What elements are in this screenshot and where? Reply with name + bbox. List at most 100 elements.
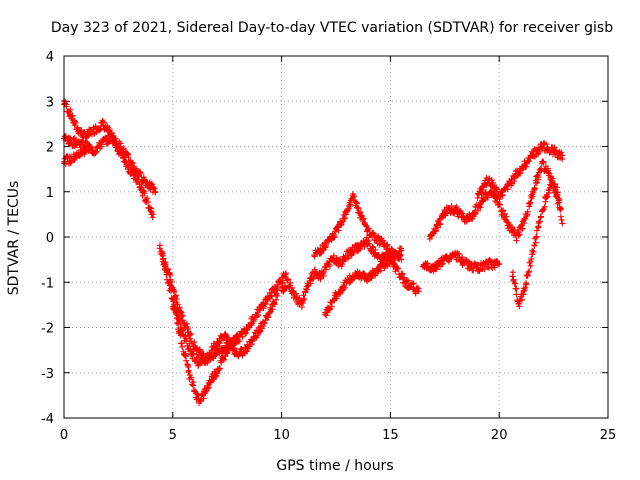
- late-upper-point: [496, 196, 503, 203]
- descent-a-point: [185, 363, 192, 370]
- x-tick-label: 5: [169, 428, 177, 443]
- late-upper-point: [511, 174, 518, 181]
- early-mid-point: [124, 150, 131, 157]
- descent-c-point: [269, 306, 276, 313]
- mid-upper-point: [353, 199, 360, 206]
- early-mid-point: [87, 143, 94, 150]
- late-dip-point: [533, 234, 540, 241]
- late-upper-point: [475, 191, 482, 198]
- descent-b-point: [267, 292, 274, 299]
- late-low-point: [438, 261, 445, 268]
- y-tick-label: 0: [46, 231, 54, 246]
- late-upper-point: [543, 141, 550, 148]
- descent-c-point: [186, 340, 193, 347]
- descent-a-point: [190, 382, 197, 389]
- late-low-point: [439, 260, 446, 267]
- early-arc-point: [106, 126, 113, 133]
- mid-rise-point: [289, 284, 296, 291]
- descent-c-point: [174, 312, 181, 319]
- mid-rise-point: [395, 265, 402, 272]
- descent-a-point: [216, 365, 223, 372]
- late-upper-point: [559, 152, 566, 159]
- descent-c-point: [179, 327, 186, 334]
- late-arc-point: [530, 189, 537, 196]
- descent-a-point: [188, 374, 195, 381]
- mid-upper-point: [384, 242, 391, 249]
- x-tick-label: 10: [273, 428, 290, 443]
- mid-upper-point: [322, 242, 329, 249]
- x-tick-label: 15: [382, 428, 399, 443]
- mid-rise-point: [366, 240, 373, 247]
- early-arc-point: [140, 187, 147, 194]
- late-arc-point: [524, 208, 531, 215]
- descent-c-point: [214, 343, 221, 350]
- late-upper-point: [507, 179, 514, 186]
- early-arc-point: [149, 214, 156, 221]
- descent-a-point: [185, 367, 192, 374]
- mid-rise-point: [412, 290, 419, 297]
- descent-c-point: [261, 320, 268, 327]
- late-dip-point: [533, 227, 540, 234]
- late-dip-point: [557, 206, 564, 213]
- mid-lower-point: [346, 279, 353, 286]
- late-upper-point: [490, 179, 497, 186]
- late-arc-point: [527, 199, 534, 206]
- descent-b-point: [282, 270, 289, 277]
- descent-b-point: [160, 255, 167, 262]
- late-dip-point: [513, 285, 520, 292]
- late-arc-point: [453, 203, 460, 210]
- mid-rise-point: [284, 276, 291, 283]
- mid-lower-point: [339, 287, 346, 294]
- descent-b-point: [200, 350, 207, 357]
- late-dip-point: [537, 213, 544, 220]
- mid-rise-point: [354, 242, 361, 249]
- late-dip-point: [515, 300, 522, 307]
- descent-b-point: [165, 266, 172, 273]
- late-dip-point: [510, 276, 517, 283]
- descent-c-point: [228, 340, 235, 347]
- late-dip-point: [524, 272, 531, 279]
- mid-rise-point: [283, 277, 290, 284]
- x-tick-label: 25: [600, 428, 617, 443]
- mid-lower-point: [341, 284, 348, 291]
- mid-rise-point: [303, 286, 310, 293]
- late-upper-point: [493, 185, 500, 192]
- descent-a-point: [185, 369, 192, 376]
- descent-c-point: [173, 309, 180, 316]
- late-low-point: [470, 267, 477, 274]
- descent-c-point: [273, 290, 280, 297]
- descent-c-point: [208, 352, 215, 359]
- late-arc-point: [508, 223, 515, 230]
- late-upper-point: [558, 149, 565, 156]
- early-mid-point: [71, 134, 78, 141]
- early-mid-point: [93, 148, 100, 155]
- mid-rise-point: [415, 288, 422, 295]
- mid-lower-point: [390, 257, 397, 264]
- late-low-point: [445, 258, 452, 265]
- descent-b-point: [235, 338, 242, 345]
- late-upper-point: [519, 166, 526, 173]
- y-tick-label: -2: [41, 322, 54, 337]
- late-arc-point: [546, 170, 553, 177]
- late-upper-point: [523, 163, 530, 170]
- late-dip-point: [551, 180, 558, 187]
- early-arc-point: [148, 205, 155, 212]
- early-arc-point: [146, 204, 153, 211]
- mid-rise-point: [326, 262, 333, 269]
- late-arc-point: [496, 201, 503, 208]
- y-tick-label: 3: [46, 95, 54, 110]
- late-upper-point: [478, 190, 485, 197]
- late-dip-point: [533, 233, 540, 240]
- descent-b-point: [268, 293, 275, 300]
- axis-ticks: 0 5 10 15 20 25 -4 -3 -2 -1 0 1 2 3 4: [41, 50, 616, 443]
- late-arc-point: [426, 235, 433, 242]
- descent-c-point: [175, 315, 182, 322]
- mid-upper-point: [360, 215, 367, 222]
- early-mid-point: [129, 160, 136, 167]
- x-tick-label: 20: [491, 428, 508, 443]
- late-dip-point: [556, 196, 563, 203]
- mid-upper-point: [398, 256, 405, 263]
- mid-lower-point: [386, 260, 393, 267]
- early-mid-point: [98, 143, 105, 150]
